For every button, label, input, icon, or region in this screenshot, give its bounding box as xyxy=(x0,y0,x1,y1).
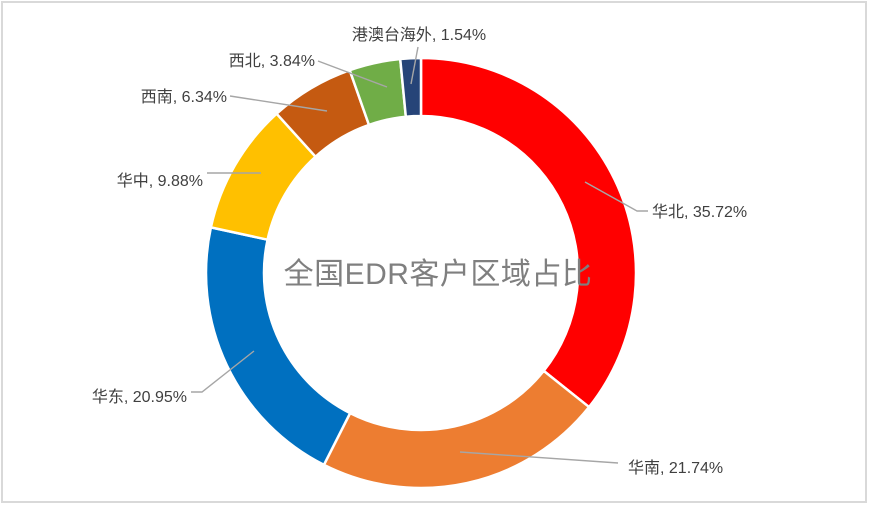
leader-line-港澳台海外 xyxy=(410,46,419,85)
data-label-华北: 华北, 35.72% xyxy=(652,203,747,221)
donut-segment-华南 xyxy=(322,369,591,490)
leader-line-西南 xyxy=(229,95,328,112)
leader-lines xyxy=(191,46,648,464)
data-label-华东: 华东, 20.95% xyxy=(92,388,187,406)
data-label-港澳台海外: 港澳台海外, 1.54% xyxy=(352,26,486,44)
leader-line-华南 xyxy=(459,451,619,464)
data-label-西北: 西北, 3.84% xyxy=(229,52,315,70)
leader-line-华北 xyxy=(584,181,648,212)
data-labels: 华北, 35.72% 华南, 21.74% 华东, 20.95% 华中, 9.88% 西… xyxy=(92,26,747,477)
donut-segment-华北 xyxy=(419,56,638,409)
data-label-华中: 华中, 9.88% xyxy=(117,172,203,190)
data-label-西南: 西南, 6.34% xyxy=(141,88,227,106)
donut-segment-港澳台海外 xyxy=(398,56,423,118)
chart-title: 全国EDR客户区域占比 xyxy=(284,258,593,291)
donut-series xyxy=(204,56,638,490)
leader-line-华东 xyxy=(191,350,255,393)
leader-line-西北 xyxy=(317,60,388,88)
data-label-华南: 华南, 21.74% xyxy=(628,459,723,477)
